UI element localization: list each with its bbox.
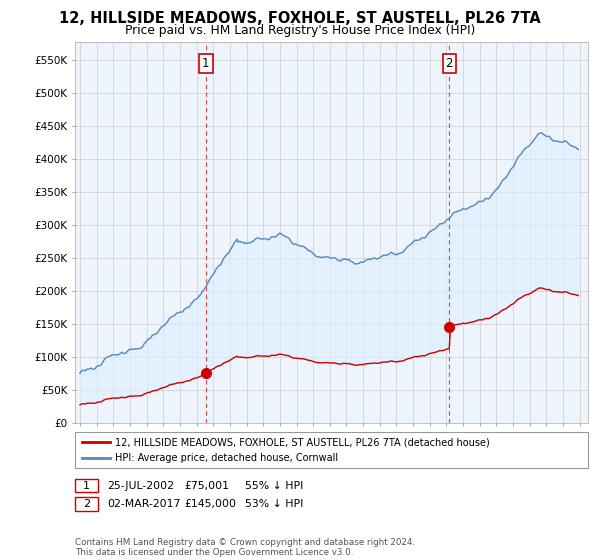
Text: 53% ↓ HPI: 53% ↓ HPI bbox=[245, 499, 303, 509]
Text: Price paid vs. HM Land Registry's House Price Index (HPI): Price paid vs. HM Land Registry's House … bbox=[125, 24, 475, 36]
Text: 1: 1 bbox=[202, 57, 209, 69]
Text: 25-JUL-2002: 25-JUL-2002 bbox=[107, 480, 174, 491]
Text: 02-MAR-2017: 02-MAR-2017 bbox=[107, 499, 180, 509]
Text: 12, HILLSIDE MEADOWS, FOXHOLE, ST AUSTELL, PL26 7TA: 12, HILLSIDE MEADOWS, FOXHOLE, ST AUSTEL… bbox=[59, 11, 541, 26]
Text: 2: 2 bbox=[83, 499, 90, 509]
Text: HPI: Average price, detached house, Cornwall: HPI: Average price, detached house, Corn… bbox=[115, 454, 338, 464]
Text: £145,000: £145,000 bbox=[185, 499, 237, 509]
Text: 55% ↓ HPI: 55% ↓ HPI bbox=[245, 480, 303, 491]
Text: 2: 2 bbox=[446, 57, 453, 69]
Text: 12, HILLSIDE MEADOWS, FOXHOLE, ST AUSTELL, PL26 7TA (detached house): 12, HILLSIDE MEADOWS, FOXHOLE, ST AUSTEL… bbox=[115, 437, 490, 447]
Text: 1: 1 bbox=[83, 480, 90, 491]
Text: £75,001: £75,001 bbox=[185, 480, 230, 491]
Text: Contains HM Land Registry data © Crown copyright and database right 2024.
This d: Contains HM Land Registry data © Crown c… bbox=[75, 538, 415, 557]
